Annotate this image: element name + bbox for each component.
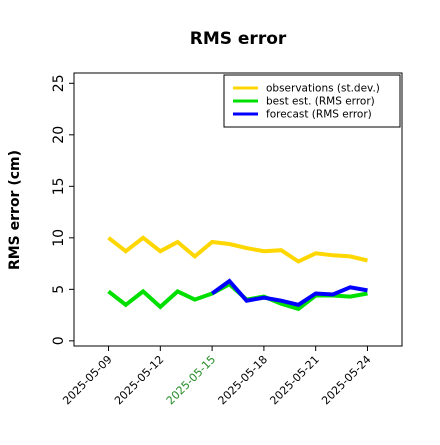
legend-label-2: best est. (RMS error) xyxy=(266,96,375,108)
y-tick-label: 25 xyxy=(51,74,67,92)
legend: observations (st.dev.)best est. (RMS err… xyxy=(223,74,401,128)
y-axis: 0 5 10 15 20 25 xyxy=(51,74,74,345)
plot-frame xyxy=(73,72,403,347)
x-axis: 2025-05-092025-05-122025-05-152025-05-18… xyxy=(60,346,374,407)
legend-label-3: forecast (RMS error) xyxy=(266,109,372,121)
x-tick-label: 2025-05-15 xyxy=(164,353,218,407)
legend-label-1: observations (st.dev.) xyxy=(266,83,380,95)
series-line-1 xyxy=(107,235,368,264)
series-line-3 xyxy=(210,278,368,307)
series-lines xyxy=(107,235,368,312)
y-tick-label: 20 xyxy=(51,126,67,144)
x-tick-label: 2025-05-24 xyxy=(319,353,373,407)
y-tick-label: 0 xyxy=(51,336,67,345)
chart-title: RMS error xyxy=(190,29,287,49)
y-tick-label: 15 xyxy=(51,177,67,195)
y-tick-label: 5 xyxy=(51,285,67,294)
x-tick-label: 2025-05-18 xyxy=(216,353,270,407)
x-tick-label: 2025-05-21 xyxy=(267,353,321,407)
y-axis-label: RMS error (cm) xyxy=(7,150,23,270)
x-tick-label: 2025-05-12 xyxy=(112,353,166,407)
x-tick-label: 2025-05-09 xyxy=(60,353,114,407)
y-tick-label: 10 xyxy=(51,229,67,247)
